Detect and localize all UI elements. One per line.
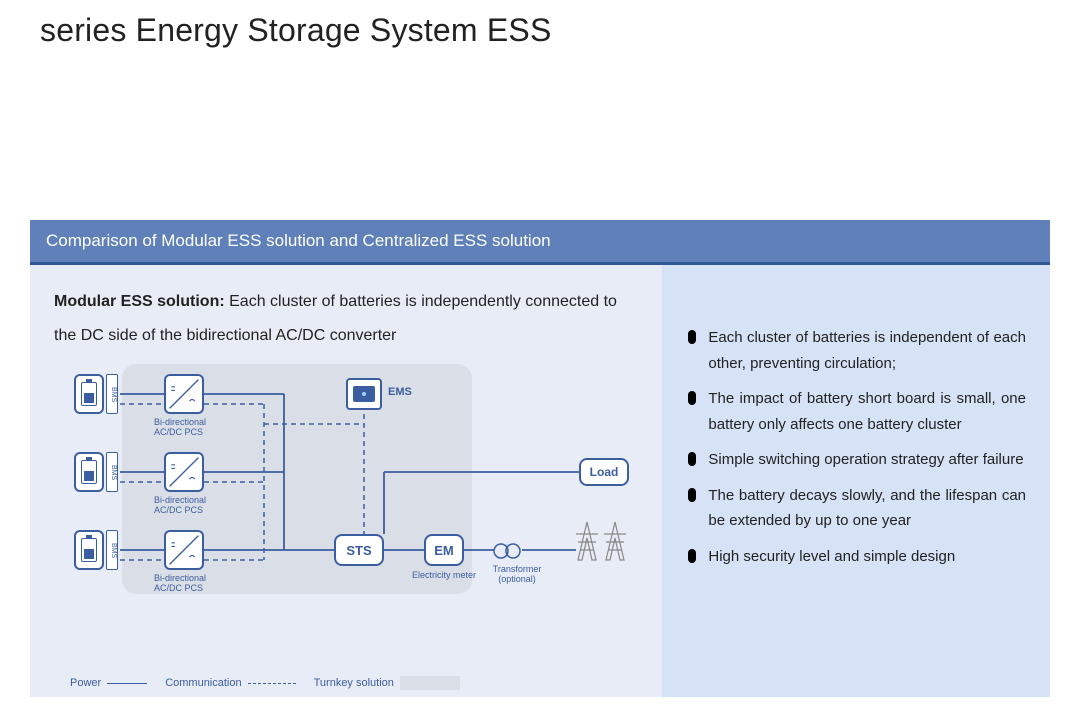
pcs-3 — [164, 530, 204, 570]
bms-label-1: BMS — [106, 374, 118, 414]
bms-label-3: BMS — [106, 530, 118, 570]
battery-icon — [81, 460, 97, 484]
pcs-label-2: Bi-directional AC/DC PCS — [154, 496, 224, 516]
system-diagram: BMS Bi-directional AC/DC PCS BMS Bi-dire… — [74, 364, 634, 624]
list-item: Simple switching operation strategy afte… — [686, 447, 1026, 473]
battery-cluster-3 — [74, 530, 104, 570]
panel-header: Comparison of Modular ESS solution and C… — [30, 220, 1050, 265]
pcs-1 — [164, 374, 204, 414]
battery-icon — [81, 382, 97, 406]
list-item: The impact of battery short board is sma… — [686, 386, 1026, 437]
transformer-icon — [492, 542, 522, 560]
ems-node — [346, 378, 382, 410]
diagram-legend: Power Communication Turnkey solution — [70, 673, 460, 693]
list-item: The battery decays slowly, and the lifes… — [686, 483, 1026, 534]
panel-body: Modular ESS solution: Each cluster of ba… — [30, 265, 1050, 697]
legend-comm: Communication — [165, 677, 295, 689]
em-node: EM — [424, 534, 464, 566]
em-sublabel: Electricity meter — [404, 570, 484, 580]
legend-power: Power — [70, 677, 147, 689]
comparison-panel: Comparison of Modular ESS solution and C… — [30, 220, 1050, 697]
right-column: Each cluster of batteries is independent… — [662, 265, 1050, 697]
pcs-label-1: Bi-directional AC/DC PCS — [154, 418, 224, 438]
battery-icon — [81, 538, 97, 562]
power-tower-icon — [574, 520, 600, 562]
left-column: Modular ESS solution: Each cluster of ba… — [30, 265, 662, 697]
page-title: series Energy Storage System ESS — [0, 0, 1080, 49]
battery-cluster-1 — [74, 374, 104, 414]
line-dash-icon — [248, 683, 296, 684]
legend-box-icon — [400, 676, 460, 690]
ems-label: EMS — [388, 386, 412, 398]
transformer-sublabel: Transformer (optional) — [482, 564, 552, 584]
benefit-list: Each cluster of batteries is independent… — [686, 325, 1026, 569]
legend-turnkey: Turnkey solution — [314, 676, 460, 690]
intro-text: Modular ESS solution: Each cluster of ba… — [54, 285, 638, 352]
bms-label-2: BMS — [106, 452, 118, 492]
load-node: Load — [579, 458, 629, 486]
sts-node: STS — [334, 534, 384, 566]
power-tower-icon — [602, 520, 628, 562]
pcs-label-3: Bi-directional AC/DC PCS — [154, 574, 224, 594]
line-solid-icon — [107, 683, 147, 684]
monitor-icon — [353, 386, 375, 402]
pcs-2 — [164, 452, 204, 492]
intro-bold: Modular ESS solution: — [54, 293, 225, 310]
battery-cluster-2 — [74, 452, 104, 492]
list-item: High security level and simple design — [686, 544, 1026, 570]
list-item: Each cluster of batteries is independent… — [686, 325, 1026, 376]
